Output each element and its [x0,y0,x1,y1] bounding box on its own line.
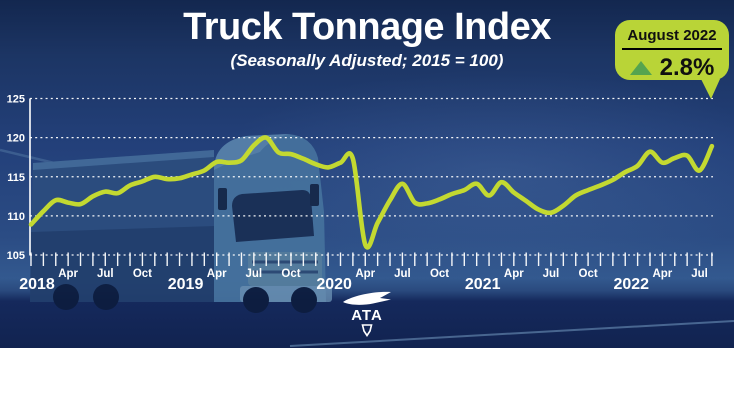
ata-logo: ATA [343,291,391,337]
badge-value: 2.8% [659,54,715,81]
header: Truck Tonnage Index (Seasonally Adjusted… [0,6,734,71]
badge-month-label: August 2022 [627,27,717,44]
badge-value-row: 2.8% [615,54,729,82]
badge-pointer [701,79,720,99]
up-arrow-icon [629,61,652,75]
latest-month-badge: August 2022 2.8% [615,20,729,99]
chart-title: Truck Tonnage Index [183,6,551,48]
ata-eagle-icon [343,291,391,305]
ata-shield-icon [361,324,373,337]
badge-separator [622,48,722,50]
chart-subtitle: (Seasonally Adjusted; 2015 = 100) [230,50,504,70]
ata-logo-text: ATA [351,307,383,324]
